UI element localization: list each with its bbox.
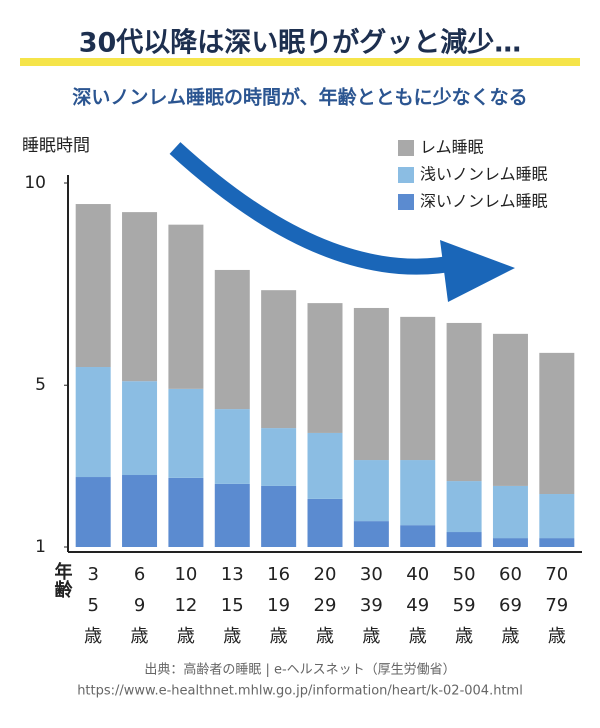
x-tick-label: 79 bbox=[545, 595, 568, 616]
x-tick-unit: 歳 bbox=[223, 626, 241, 647]
legend-swatch bbox=[398, 167, 414, 183]
bar-segment bbox=[122, 475, 158, 547]
legend-label: 深いノンレム睡眠 bbox=[420, 192, 548, 211]
x-tick-unit: 歳 bbox=[177, 626, 195, 647]
bar-segment bbox=[214, 409, 250, 484]
bar-segment bbox=[446, 532, 482, 547]
bar-segment bbox=[214, 269, 250, 410]
bar-segment bbox=[307, 432, 343, 499]
legend-swatch bbox=[398, 140, 414, 156]
bar-segment bbox=[446, 322, 482, 482]
x-tick-label: 6 bbox=[134, 564, 145, 585]
x-axis-label: 年齢 bbox=[52, 561, 73, 599]
bar-segment bbox=[214, 483, 250, 547]
x-tick-label: 15 bbox=[221, 595, 244, 616]
x-tick-unit: 歳 bbox=[131, 626, 149, 647]
x-tick-label: 40 bbox=[406, 564, 429, 585]
bar-segment bbox=[492, 333, 528, 486]
title-underline bbox=[20, 58, 580, 66]
bar-segment bbox=[400, 525, 436, 547]
bar-segment bbox=[353, 460, 389, 522]
bar-segment bbox=[122, 381, 158, 476]
x-tick-label: 69 bbox=[499, 595, 522, 616]
y-tick-label: 10 bbox=[24, 173, 46, 193]
bar-segment bbox=[446, 481, 482, 533]
x-tick-unit: 歳 bbox=[84, 626, 102, 647]
x-tick-label: 60 bbox=[499, 564, 522, 585]
x-tick-label: 19 bbox=[267, 595, 290, 616]
x-tick-label: 39 bbox=[360, 595, 383, 616]
source-url: https://www.e-healthnet.mhlw.go.jp/infor… bbox=[77, 684, 523, 699]
source: 出典：高齢者の睡眠 | e-ヘルスネット（厚生労働省） bbox=[144, 662, 455, 678]
bar-segment bbox=[75, 367, 111, 478]
bar-segment bbox=[539, 538, 575, 547]
bar-segment bbox=[307, 498, 343, 547]
bar-segment bbox=[400, 460, 436, 526]
y-tick-label: 1 bbox=[35, 537, 46, 557]
bar-segment bbox=[261, 485, 297, 547]
bar-segment bbox=[168, 477, 204, 547]
bar-segment bbox=[400, 316, 436, 461]
x-tick-label: 30 bbox=[360, 564, 383, 585]
x-tick-label: 49 bbox=[406, 595, 429, 616]
y-axis-label: 睡眠時間 bbox=[22, 136, 90, 156]
bar-segment bbox=[261, 428, 297, 486]
trend-arrow-head bbox=[440, 240, 515, 302]
x-tick-unit: 歳 bbox=[501, 626, 519, 647]
x-tick-label: 70 bbox=[545, 564, 568, 585]
legend-label: レム睡眠 bbox=[420, 138, 484, 157]
x-tick-unit: 歳 bbox=[270, 626, 288, 647]
bar-segment bbox=[353, 307, 389, 461]
x-tick-unit: 歳 bbox=[455, 626, 473, 647]
legend-swatch bbox=[398, 194, 414, 210]
trend-arrow bbox=[169, 142, 462, 275]
x-tick-label: 9 bbox=[134, 595, 145, 616]
bar-segment bbox=[492, 485, 528, 539]
x-tick-unit: 歳 bbox=[409, 626, 427, 647]
bar-segment bbox=[492, 538, 528, 547]
y-tick-label: 5 bbox=[35, 375, 46, 395]
x-tick-label: 10 bbox=[174, 564, 197, 585]
bar-segment bbox=[539, 352, 575, 495]
bar-segment bbox=[122, 212, 158, 382]
x-tick-unit: 歳 bbox=[548, 626, 566, 647]
x-tick-label: 29 bbox=[314, 595, 337, 616]
x-tick-unit: 歳 bbox=[316, 626, 334, 647]
bar-segment bbox=[261, 290, 297, 429]
bar-segment bbox=[539, 494, 575, 539]
bar-segment bbox=[168, 224, 204, 389]
x-tick-label: 20 bbox=[314, 564, 337, 585]
bar-segment bbox=[75, 477, 111, 547]
bar-segment bbox=[307, 303, 343, 433]
x-tick-label: 50 bbox=[453, 564, 476, 585]
chart-title: 30代以降は深い眠りがグッと減少… bbox=[79, 27, 522, 59]
x-tick-label: 13 bbox=[221, 564, 244, 585]
x-tick-label: 59 bbox=[453, 595, 476, 616]
x-tick-label: 5 bbox=[87, 595, 98, 616]
chart-subtitle: 深いノンレム睡眠の時間が、年齢とともに少なくなる bbox=[72, 86, 527, 109]
bar-segment bbox=[353, 521, 389, 547]
bar-segment bbox=[168, 388, 204, 478]
x-tick-label: 16 bbox=[267, 564, 290, 585]
bar-segment bbox=[75, 204, 111, 368]
x-tick-label: 3 bbox=[87, 564, 98, 585]
legend-label: 浅いノンレム睡眠 bbox=[420, 165, 548, 184]
x-tick-label: 12 bbox=[174, 595, 197, 616]
x-tick-unit: 歳 bbox=[362, 626, 380, 647]
